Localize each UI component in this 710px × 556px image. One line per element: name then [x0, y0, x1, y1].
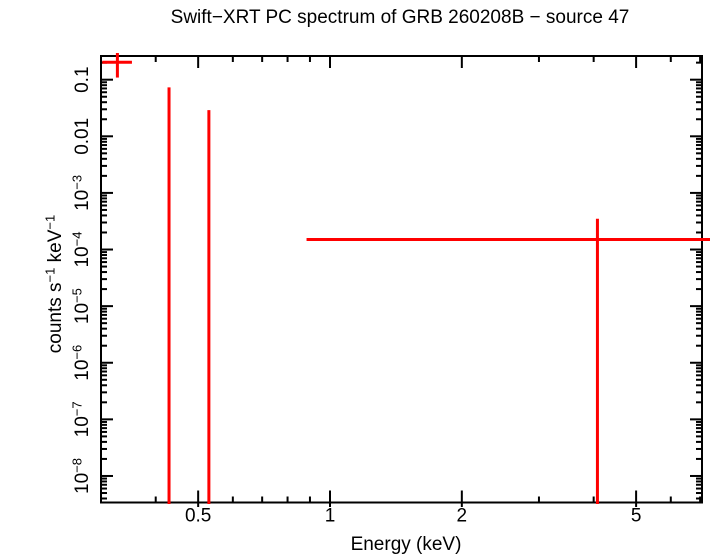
- y-tick-label: 10−6: [70, 345, 94, 381]
- x-tick-label: 5: [631, 506, 642, 527]
- y-tick-label: 10−7: [70, 401, 94, 437]
- x-axis-label: Energy (keV): [351, 534, 462, 555]
- axis-ticks: [101, 56, 702, 507]
- x-tick-labels: 0.5 1 2 5: [185, 506, 641, 527]
- y-tick-labels: 0.1 0.01 10−3 10−4 10−5 10−6 10−7 10−8: [70, 66, 94, 493]
- y-tick-label: 10−5: [70, 288, 94, 324]
- y-tick-label: 0.1: [72, 66, 93, 92]
- y-tick-label: 0.01: [72, 118, 93, 155]
- frame-rect: [100, 55, 703, 504]
- x-tick-label: 1: [325, 506, 336, 527]
- x-tick-label: 0.5: [185, 506, 211, 527]
- y-tick-label: 10−8: [70, 458, 94, 494]
- y-tick-label: 10−3: [70, 175, 94, 211]
- x-tick-label: 2: [457, 506, 468, 527]
- y-axis-label-text: counts s−1 keV−1: [43, 215, 67, 353]
- y-tick-label: 10−4: [70, 232, 94, 268]
- plot-frame: [100, 55, 703, 504]
- data-series: [102, 53, 710, 504]
- chart-title: Swift−XRT PC spectrum of GRB 260208B − s…: [171, 7, 630, 28]
- y-axis-label: counts s−1 keV−1: [43, 215, 67, 353]
